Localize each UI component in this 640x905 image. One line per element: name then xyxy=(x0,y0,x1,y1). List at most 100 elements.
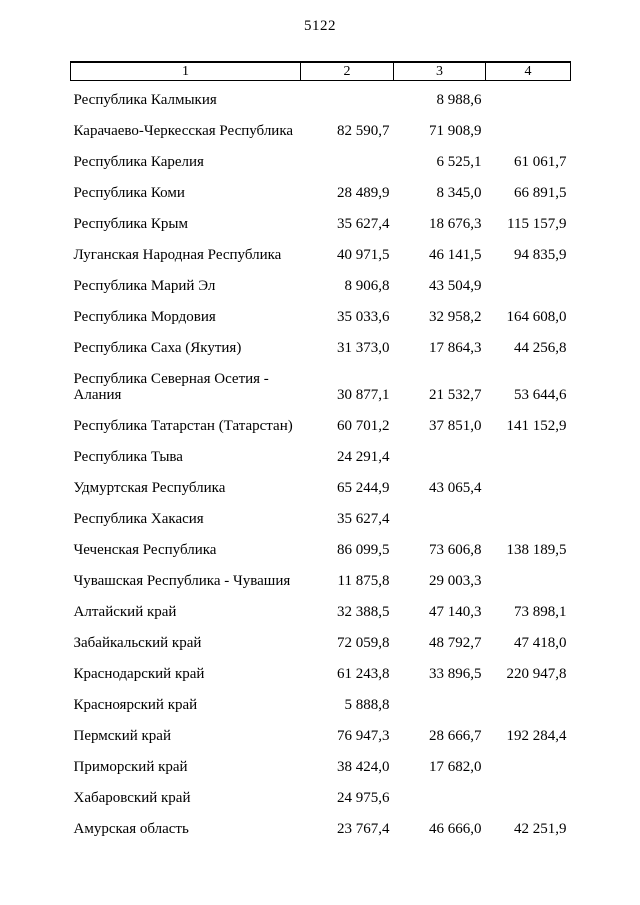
region-name: Амурская область xyxy=(73,820,189,837)
column-header-4: 4 xyxy=(485,61,571,81)
value-col3: 47 140,3 xyxy=(429,603,482,620)
region-name: Красноярский край xyxy=(73,696,198,713)
table-row: Чеченская Республика 86 099,5 73 606,8 1… xyxy=(71,535,571,566)
value-col4: 141 152,9 xyxy=(506,417,567,434)
value-col2: 38 424,0 xyxy=(337,758,390,775)
value-col3: 37 851,0 xyxy=(429,417,482,434)
value-col4 xyxy=(486,504,571,535)
value-col2: 5 888,8 xyxy=(344,696,390,713)
table-row: Хабаровский край 24 975,6 xyxy=(71,783,571,814)
value-col4: 44 256,8 xyxy=(514,339,567,356)
value-col4: 61 061,7 xyxy=(514,153,567,170)
table-row: Приморский край 38 424,0 17 682,0 xyxy=(71,752,571,783)
table-row: Республика Татарстан (Татарстан) 60 701,… xyxy=(71,411,571,442)
value-col3 xyxy=(394,690,486,721)
value-col4 xyxy=(486,442,571,473)
value-col4: 94 835,9 xyxy=(514,246,567,263)
table-row: Луганская Народная Республика 40 971,5 4… xyxy=(71,240,571,271)
table-body: Республика Калмыкия 8 988,6 Карачаево-Че… xyxy=(71,80,571,845)
region-name: Республика Татарстан (Татарстан) xyxy=(73,417,293,434)
value-col3: 48 792,7 xyxy=(429,634,482,651)
value-col4 xyxy=(486,80,571,116)
table-row: Карачаево-Черкесская Республика 82 590,7… xyxy=(71,116,571,147)
value-col2 xyxy=(301,147,394,178)
region-name: Республика Хакасия xyxy=(73,510,204,527)
table-row: Республика Марий Эл 8 906,8 43 504,9 xyxy=(71,271,571,302)
table-row: Республика Крым 35 627,4 18 676,3 115 15… xyxy=(71,209,571,240)
value-col2: 32 388,5 xyxy=(337,603,390,620)
value-col4: 66 891,5 xyxy=(514,184,567,201)
value-col4: 115 157,9 xyxy=(507,215,567,232)
value-col3: 71 908,9 xyxy=(429,122,482,139)
region-name: Краснодарский край xyxy=(73,665,205,682)
value-col3: 18 676,3 xyxy=(429,215,482,232)
value-col4: 42 251,9 xyxy=(514,820,567,837)
value-col3: 46 141,5 xyxy=(429,246,482,263)
table-row: Краснодарский край 61 243,8 33 896,5 220… xyxy=(71,659,571,690)
value-col4 xyxy=(486,116,571,147)
region-name: Карачаево-Черкесская Республика xyxy=(73,122,294,139)
region-name: Пермский край xyxy=(73,727,171,744)
region-name: Чеченская Республика xyxy=(73,541,217,558)
value-col3: 6 525,1 xyxy=(436,153,482,170)
value-col4: 138 189,5 xyxy=(506,541,567,558)
value-col2: 23 767,4 xyxy=(337,820,390,837)
value-col3: 8 345,0 xyxy=(436,184,482,201)
value-col2: 8 906,8 xyxy=(344,277,390,294)
table-row: Забайкальский край 72 059,8 48 792,7 47 … xyxy=(71,628,571,659)
table-row: Республика Тыва 24 291,4 xyxy=(71,442,571,473)
value-col3: 17 682,0 xyxy=(429,758,482,775)
table-row: Амурская область 23 767,4 46 666,0 42 25… xyxy=(71,814,571,845)
value-col4 xyxy=(486,473,571,504)
value-col3 xyxy=(394,504,486,535)
table-row: Пермский край 76 947,3 28 666,7 192 284,… xyxy=(71,721,571,752)
value-col2: 28 489,9 xyxy=(337,184,390,201)
value-col4: 192 284,4 xyxy=(506,727,567,744)
value-col3: 17 864,3 xyxy=(429,339,482,356)
value-col2: 24 975,6 xyxy=(337,789,390,806)
value-col4: 73 898,1 xyxy=(514,603,567,620)
region-name: Удмуртская Республика xyxy=(73,479,226,496)
region-name: Чувашская Республика - Чувашия xyxy=(73,572,291,589)
value-col3 xyxy=(394,783,486,814)
value-col3: 8 988,6 xyxy=(436,91,482,108)
value-col3: 21 532,7 xyxy=(429,386,482,403)
data-table: 1 2 3 4 Республика Калмыкия 8 988,6 Кара… xyxy=(70,61,571,845)
region-name: Республика Калмыкия xyxy=(73,91,217,108)
table-header: 1 2 3 4 xyxy=(70,61,571,81)
value-col3: 28 666,7 xyxy=(429,727,482,744)
value-col2: 60 701,2 xyxy=(337,417,390,434)
value-col3: 33 896,5 xyxy=(429,665,482,682)
table-row: Республика Калмыкия 8 988,6 xyxy=(71,80,571,116)
region-name: Республика Коми xyxy=(73,184,185,201)
region-name: Республика Мордовия xyxy=(73,308,216,325)
region-name: Республика Тыва xyxy=(73,448,183,465)
region-name: Хабаровский край xyxy=(73,789,191,806)
region-name: Республика Северная Осетия - Алания xyxy=(73,370,269,403)
value-col4: 47 418,0 xyxy=(514,634,567,651)
table-row: Республика Хакасия 35 627,4 xyxy=(71,504,571,535)
value-col3 xyxy=(394,442,486,473)
table-row: Республика Саха (Якутия) 31 373,0 17 864… xyxy=(71,333,571,364)
table-row: Чувашская Республика - Чувашия 11 875,8 … xyxy=(71,566,571,597)
region-name: Приморский край xyxy=(73,758,188,775)
region-name: Республика Карелия xyxy=(73,153,204,170)
value-col2: 76 947,3 xyxy=(337,727,390,744)
region-name: Республика Саха (Якутия) xyxy=(73,339,242,356)
column-header-3: 3 xyxy=(393,61,486,81)
region-name: Луганская Народная Республика xyxy=(73,246,282,263)
table-row: Республика Северная Осетия - Алания 30 8… xyxy=(71,364,571,411)
column-header-1: 1 xyxy=(70,61,301,81)
value-col4 xyxy=(486,783,571,814)
value-col2: 31 373,0 xyxy=(337,339,390,356)
table-row: Алтайский край 32 388,5 47 140,3 73 898,… xyxy=(71,597,571,628)
value-col3: 43 065,4 xyxy=(429,479,482,496)
value-col2: 40 971,5 xyxy=(337,246,390,263)
value-col2 xyxy=(301,80,394,116)
value-col2: 35 627,4 xyxy=(337,215,390,232)
value-col4: 53 644,6 xyxy=(514,386,567,403)
value-col2: 35 033,6 xyxy=(337,308,390,325)
value-col3: 32 958,2 xyxy=(429,308,482,325)
table-row: Республика Коми 28 489,9 8 345,0 66 891,… xyxy=(71,178,571,209)
